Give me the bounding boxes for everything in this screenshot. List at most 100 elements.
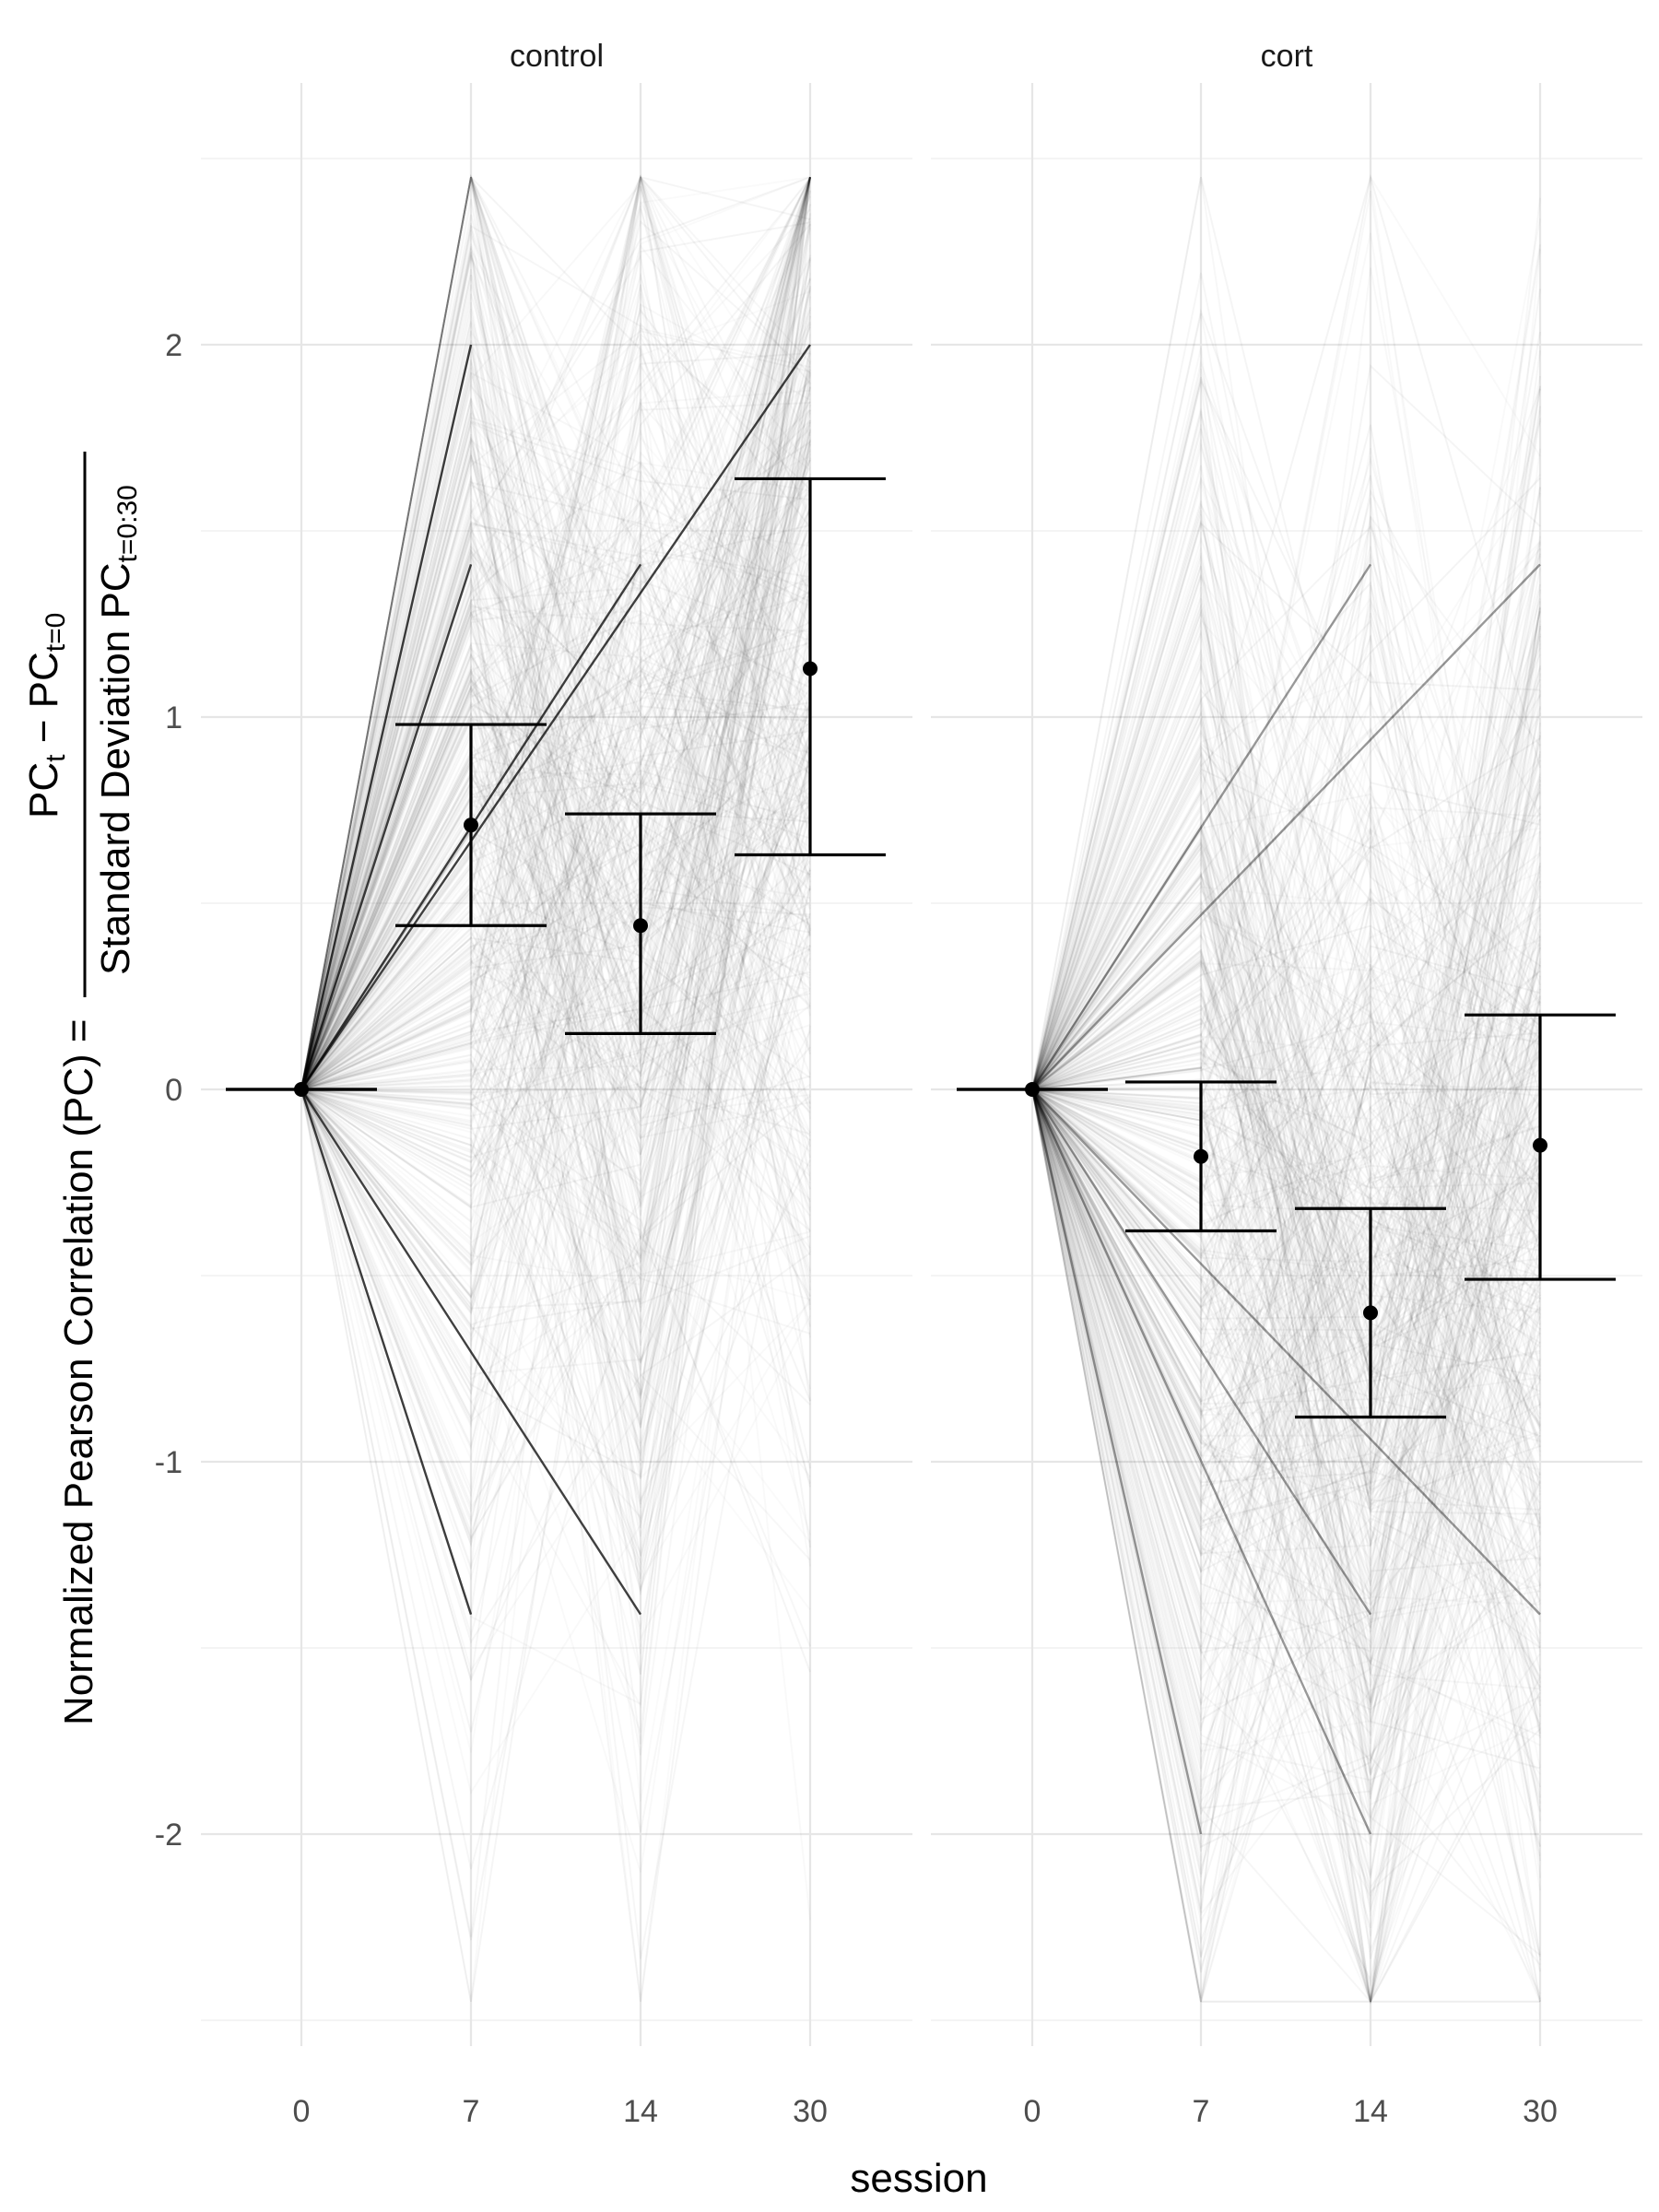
individual-trace — [1031, 510, 1541, 1515]
individual-trace — [300, 678, 811, 1090]
individual-trace — [1031, 958, 1541, 1438]
individual-trace — [1031, 418, 1541, 1437]
highlighted-trace — [300, 1088, 473, 1616]
individual-trace — [300, 382, 811, 1558]
individual-trace — [1031, 1058, 1541, 1602]
individual-trace — [1031, 970, 1541, 1653]
individual-trace — [1031, 574, 1541, 1959]
individual-trace — [300, 568, 811, 1566]
error-bar-session-7 — [395, 723, 547, 927]
individual-trace — [300, 610, 811, 1090]
y-tick-label: -2 — [155, 1818, 182, 1853]
individual-trace — [1031, 947, 1541, 1653]
individual-trace — [300, 971, 811, 1733]
individual-trace — [300, 551, 811, 1208]
highlighted-trace — [1030, 1088, 1203, 1835]
individual-trace — [300, 330, 811, 1399]
individual-trace — [300, 221, 811, 1090]
individual-trace — [1031, 780, 1541, 1630]
mean-point — [803, 661, 818, 677]
individual-trace — [300, 176, 811, 1090]
individual-trace — [1031, 812, 1541, 1374]
x-tick-label: 0 — [1024, 2094, 1041, 2129]
individual-trace — [1031, 477, 1541, 1090]
individual-trace — [1031, 906, 1541, 1404]
individual-trace — [300, 173, 811, 1090]
individual-trace — [1031, 988, 1541, 1403]
individual-trace — [300, 352, 811, 1090]
individual-trace — [300, 175, 811, 1090]
individual-trace — [300, 703, 811, 1402]
individual-trace — [1031, 827, 1541, 1431]
individual-trace — [300, 589, 811, 1388]
individual-trace — [1031, 589, 1541, 1722]
individual-trace — [300, 223, 811, 1273]
individual-trace — [1031, 910, 1541, 1848]
error-bars — [957, 1013, 1616, 1419]
mean-point — [1025, 1082, 1040, 1097]
individual-trace — [1031, 376, 1541, 1189]
individual-trace — [300, 731, 811, 1503]
x-axis-title: session — [850, 2156, 987, 2201]
individual-trace — [300, 413, 811, 1408]
individual-trace — [300, 176, 811, 1395]
y-tick-label: 0 — [165, 1073, 182, 1108]
individual-trace — [1031, 633, 1541, 1682]
individual-trace — [1031, 953, 1541, 1515]
individual-trace — [300, 177, 811, 1090]
x-tick-label: 7 — [1193, 2094, 1210, 2129]
numerator-pc: PC — [21, 762, 66, 818]
individual-trace — [1031, 583, 1541, 1304]
individual-trace — [1031, 925, 1541, 1732]
individual-trace — [300, 799, 811, 1090]
individual-trace — [300, 254, 811, 1241]
individual-trace — [1031, 1088, 1541, 1597]
individual-trace — [1031, 1088, 1541, 1894]
highlighted-trace — [1031, 563, 1541, 1090]
individual-trace — [1031, 552, 1541, 1095]
individual-trace — [1031, 790, 1541, 1227]
individual-trace — [1031, 924, 1541, 1090]
error-bar-session-14 — [1295, 1206, 1446, 1419]
individual-trace — [1031, 688, 1541, 1453]
individual-trace — [300, 293, 811, 1090]
error-bar-session-0 — [226, 1082, 377, 1097]
individual-trace — [1031, 1010, 1541, 1300]
mean-point — [633, 918, 648, 934]
individual-trace — [1031, 728, 1541, 1147]
individual-trace — [300, 674, 811, 1147]
individual-trace — [300, 176, 811, 1090]
highlighted-trace — [1030, 1088, 1372, 1835]
individual-trace — [300, 730, 811, 1090]
individual-trace — [1031, 967, 1541, 1246]
individual-trace — [300, 352, 811, 1090]
individual-trace — [300, 524, 811, 1090]
individual-trace — [1031, 1031, 1541, 1194]
individual-trace — [300, 477, 811, 1090]
individual-trace — [1031, 1078, 1541, 2005]
highlighted-trace — [300, 563, 473, 1090]
highlighted-traces — [1030, 563, 1541, 1835]
mean-point — [1194, 1148, 1208, 1164]
individual-trace — [1031, 806, 1541, 1958]
individual-trace — [300, 805, 811, 1164]
error-bar-session-30 — [735, 477, 886, 857]
individual-trace — [1031, 971, 1541, 1417]
highlighted-traces — [300, 344, 811, 1616]
individual-trace — [300, 597, 811, 1090]
facet-panels: control 0 7 14 30 cort 0 7 14 30 — [201, 39, 1642, 2129]
highlighted-trace — [1030, 1088, 1372, 1616]
individual-trace — [1031, 737, 1541, 1090]
individual-trace — [1031, 1088, 1541, 1791]
individual-trace — [1031, 1088, 1541, 1972]
individual-trace — [1031, 1000, 1541, 1485]
denominator-sub: t=0:30 — [112, 485, 143, 562]
facet-label-control: control — [510, 39, 604, 74]
facet-panel-cort: cort 0 7 14 30 — [931, 39, 1642, 2129]
y-axis-fraction-numerator: PCt − PCt=0 — [21, 613, 71, 818]
mean-point — [464, 818, 478, 833]
individual-trace — [300, 176, 811, 1090]
individual-trace — [300, 460, 811, 1090]
individual-trace — [1031, 1088, 1541, 1912]
y-axis-title: Normalized Pearson Correlation (PC) = PC… — [21, 452, 143, 1725]
